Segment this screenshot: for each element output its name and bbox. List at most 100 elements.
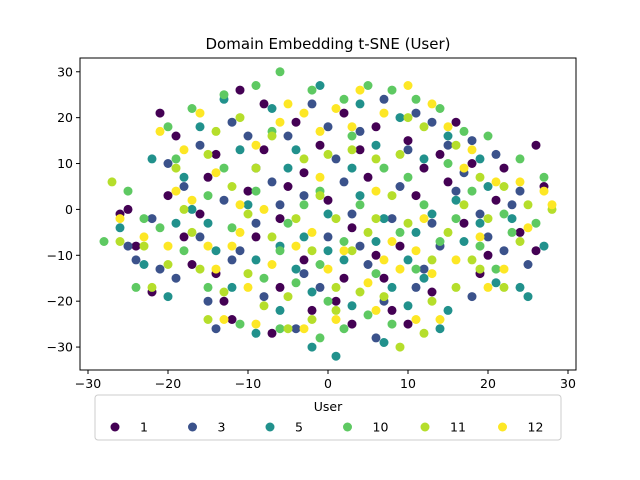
- point-user-11-20: [523, 200, 533, 210]
- point-user-12-7: [299, 108, 309, 118]
- point-user-1-41: [267, 328, 277, 338]
- point-user-10-21: [123, 186, 133, 196]
- point-user-5-18: [187, 204, 197, 214]
- point-user-5-34: [491, 278, 501, 288]
- point-user-5-43: [355, 99, 365, 109]
- point-user-12-54: [203, 241, 213, 251]
- point-user-10-23: [187, 104, 197, 113]
- point-user-1-6: [315, 140, 325, 150]
- point-user-11-0: [107, 177, 117, 187]
- point-user-12-42: [251, 319, 261, 329]
- point-user-5-11: [443, 131, 453, 141]
- point-user-11-55: [515, 237, 525, 246]
- point-user-1-18: [187, 260, 197, 269]
- point-user-10-17: [467, 186, 477, 196]
- point-user-3-19: [259, 292, 269, 302]
- point-user-3-6: [331, 154, 341, 164]
- point-user-1-0: [155, 108, 165, 118]
- point-user-11-24: [171, 163, 181, 173]
- point-user-5-2: [203, 218, 213, 228]
- point-user-3-56: [299, 191, 309, 201]
- point-user-10-46: [203, 282, 213, 292]
- point-user-12-1: [179, 145, 189, 155]
- point-user-1-20: [219, 296, 229, 306]
- point-user-11-3: [187, 227, 197, 237]
- point-user-10-24: [219, 90, 229, 100]
- point-user-10-31: [411, 94, 421, 104]
- points-layer: [99, 67, 557, 361]
- x-tick-label-1: −20: [155, 376, 181, 391]
- point-user-10-54: [283, 218, 293, 228]
- point-user-1-11: [467, 159, 477, 168]
- point-user-5-16: [139, 260, 149, 269]
- point-user-12-43: [299, 324, 309, 334]
- point-user-3-2: [227, 117, 237, 127]
- point-user-1-9: [403, 136, 413, 146]
- legend-marker-user-1: [110, 422, 120, 432]
- point-user-11-44: [347, 145, 357, 155]
- point-user-5-28: [387, 282, 397, 292]
- point-user-10-16: [451, 214, 461, 224]
- point-user-1-56: [275, 214, 285, 224]
- legend-frame: [94, 394, 562, 441]
- x-tick-label-2: −10: [235, 376, 261, 391]
- point-user-11-28: [259, 301, 269, 311]
- point-user-12-16: [491, 177, 501, 187]
- point-user-5-31: [443, 305, 453, 315]
- point-user-12-4: [235, 227, 245, 237]
- point-user-5-48: [411, 227, 421, 237]
- point-user-5-0: [147, 154, 157, 164]
- point-user-3-7: [355, 126, 365, 136]
- legend-marker-user-3: [188, 422, 197, 432]
- point-user-12-38: [499, 264, 509, 274]
- legend-items: 1 3 5 10 11 12: [110, 420, 543, 435]
- point-user-11-23: [147, 282, 157, 292]
- point-user-10-13: [395, 227, 405, 237]
- legend-marker-user-10: [343, 422, 352, 432]
- point-user-11-56: [251, 163, 261, 173]
- point-user-3-47: [499, 246, 509, 256]
- point-user-1-39: [531, 246, 541, 256]
- legend-title: User: [314, 399, 343, 414]
- point-user-12-10: [355, 85, 365, 95]
- point-user-12-48: [283, 99, 293, 109]
- point-user-11-54: [179, 204, 189, 214]
- point-user-1-2: [211, 149, 221, 159]
- y-tick-label-1: −20: [47, 294, 73, 309]
- point-user-3-48: [427, 218, 437, 228]
- point-user-12-41: [219, 315, 229, 324]
- point-user-5-27: [371, 237, 381, 246]
- point-user-5-40: [403, 301, 413, 311]
- point-user-11-30: [307, 315, 317, 324]
- point-user-1-4: [259, 99, 269, 109]
- point-user-3-25: [387, 214, 397, 224]
- point-user-12-19: [115, 214, 125, 224]
- point-user-11-43: [323, 149, 333, 159]
- point-user-5-50: [323, 246, 333, 256]
- legend-marker-user-12: [498, 422, 507, 432]
- point-user-3-17: [219, 195, 229, 205]
- point-user-10-3: [179, 246, 189, 256]
- point-user-1-55: [123, 204, 133, 214]
- point-user-5-14: [539, 241, 549, 251]
- point-user-3-40: [395, 182, 405, 191]
- point-user-3-55: [515, 186, 525, 196]
- point-user-10-37: [235, 319, 245, 329]
- point-user-5-4: [267, 104, 277, 113]
- point-user-5-22: [275, 305, 285, 315]
- y-tick-label-3: 0: [65, 202, 73, 217]
- point-user-5-23: [299, 232, 309, 242]
- point-user-10-49: [475, 241, 485, 251]
- point-user-10-48: [259, 273, 269, 283]
- point-user-5-7: [347, 163, 357, 173]
- point-user-11-34: [395, 342, 405, 352]
- point-user-11-35: [427, 296, 437, 306]
- point-user-1-44: [195, 209, 205, 219]
- point-user-11-50: [203, 315, 213, 324]
- point-user-5-9: [395, 113, 405, 123]
- point-user-11-37: [475, 264, 485, 274]
- x-tick-label-0: −30: [75, 376, 101, 391]
- point-user-3-28: [451, 186, 461, 196]
- point-user-3-26: [411, 282, 421, 292]
- point-user-5-37: [307, 342, 317, 352]
